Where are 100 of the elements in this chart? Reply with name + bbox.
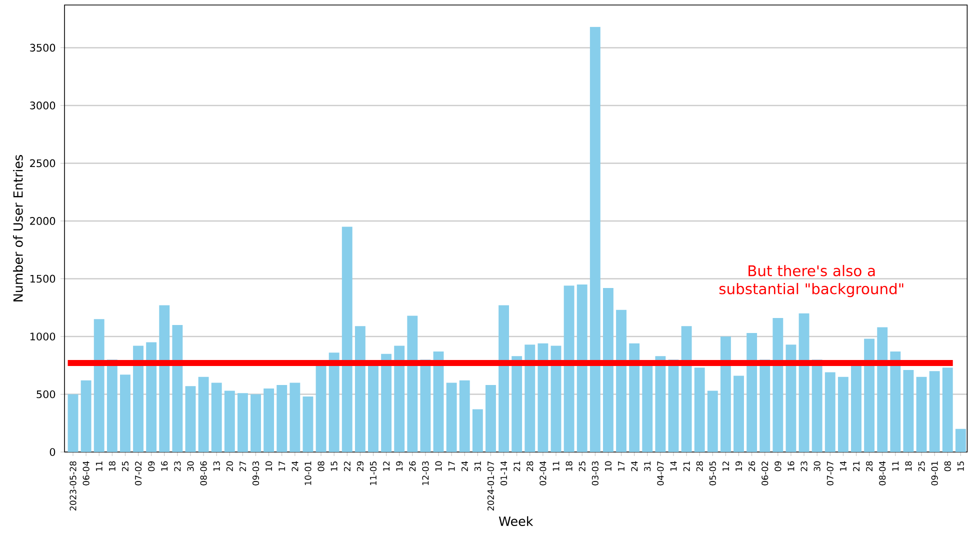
bar	[172, 324, 183, 452]
x-tick-label: 07-02	[135, 462, 142, 486]
bar	[498, 305, 510, 452]
x-tick-label: 21	[853, 462, 860, 472]
x-tick-label: 10-01	[304, 462, 312, 485]
x-tick-label: 28	[696, 461, 703, 472]
x-tick-label: 30	[187, 461, 194, 472]
x-tick-label: 12	[722, 462, 729, 471]
x-tick-label: 17	[618, 461, 624, 471]
bar	[159, 305, 170, 452]
x-tick-label: 31	[644, 462, 651, 472]
bar	[707, 390, 718, 452]
x-tick-label: 21	[514, 462, 520, 472]
x-tick-label: 18	[108, 461, 116, 471]
bar	[668, 360, 679, 452]
bar	[564, 286, 574, 452]
x-tick-label: 22	[344, 462, 350, 472]
x-tick-label: 27	[240, 461, 246, 472]
bar	[290, 382, 300, 452]
y-tick-label: 2000	[30, 217, 56, 225]
x-tick-label: 16	[788, 461, 794, 471]
bar	[185, 386, 196, 452]
y-tick-label: 1000	[30, 332, 56, 340]
bar	[550, 346, 562, 452]
bar	[602, 288, 614, 452]
x-tick-label: 18	[905, 461, 912, 471]
x-tick-label: 19	[735, 461, 742, 471]
bar	[224, 390, 235, 452]
x-tick-label: 01-14	[500, 461, 508, 486]
bar	[472, 409, 483, 452]
x-tick-label: 11	[552, 462, 560, 471]
x-tick-label: 14	[670, 461, 677, 471]
y-axis-title: Number of User Entries	[13, 155, 23, 302]
bar	[420, 360, 431, 452]
bar	[590, 26, 600, 452]
bar	[433, 352, 444, 452]
bar	[68, 394, 78, 452]
x-tick-label: 18	[566, 461, 572, 471]
x-tick-label: 26	[748, 461, 756, 472]
bar	[486, 385, 496, 452]
x-tick-label: 06-04	[82, 461, 90, 486]
x-tick-label: 23	[174, 461, 181, 472]
bar	[94, 319, 104, 452]
x-tick-label: 06-02	[762, 462, 768, 486]
bar	[838, 376, 848, 452]
bar	[133, 346, 144, 452]
y-tick-label: 0	[50, 448, 56, 456]
x-tick-label: 16	[161, 461, 168, 471]
x-tick-label: 2023-05-28	[70, 461, 76, 510]
bar	[760, 360, 770, 452]
x-axis-title: Week	[498, 516, 534, 526]
bar	[929, 371, 940, 452]
bar	[524, 344, 536, 452]
x-tick-label: 26	[409, 461, 416, 472]
x-tick-label: 24	[631, 461, 638, 472]
bar	[342, 226, 352, 452]
bar	[916, 376, 927, 452]
bar	[746, 333, 758, 452]
x-tick-label: 14	[840, 461, 846, 471]
x-tick-label: 24	[461, 461, 468, 472]
x-tick-label: 08-04	[879, 461, 886, 486]
x-tick-label: 24	[292, 461, 298, 472]
x-tick-label: 07-07	[826, 461, 834, 486]
x-tick-label: 20	[226, 461, 233, 472]
x-tick-label: 09-01	[931, 462, 938, 486]
x-tick-label: 09-03	[252, 461, 260, 486]
x-tick-label: 29	[356, 461, 364, 472]
bar	[942, 368, 953, 452]
bar	[955, 428, 966, 452]
bar	[786, 344, 796, 452]
x-tick-label: 12	[383, 462, 390, 471]
x-tick-label: 25	[122, 461, 128, 472]
y-tick-label: 1500	[30, 274, 56, 283]
bar	[328, 352, 340, 452]
bar	[512, 356, 522, 452]
bar	[459, 380, 470, 452]
x-tick-label: 11	[96, 462, 102, 471]
x-tick-label: 13	[213, 461, 220, 471]
x-tick-label: 09	[148, 461, 155, 472]
bar	[824, 372, 836, 452]
bar	[576, 284, 588, 452]
x-tick-label: 03-03	[592, 461, 598, 486]
x-tick-label: 25	[578, 461, 586, 472]
bar	[106, 360, 118, 452]
x-tick-label: 04-07	[657, 461, 664, 486]
x-tick-label: 10	[604, 461, 612, 471]
x-tick-label: 08-06	[200, 461, 207, 486]
bar	[629, 343, 640, 452]
bar	[903, 370, 914, 452]
bar	[381, 354, 392, 452]
bar	[198, 376, 209, 452]
bar	[446, 382, 457, 452]
x-tick-label: 17	[448, 461, 455, 471]
y-tick-label: 3000	[30, 102, 56, 110]
bar	[812, 360, 822, 452]
bar	[655, 356, 666, 452]
bar	[237, 393, 248, 452]
bar	[146, 342, 157, 452]
x-tick-label: 08	[318, 461, 324, 472]
x-tick-label: 17	[278, 461, 286, 471]
